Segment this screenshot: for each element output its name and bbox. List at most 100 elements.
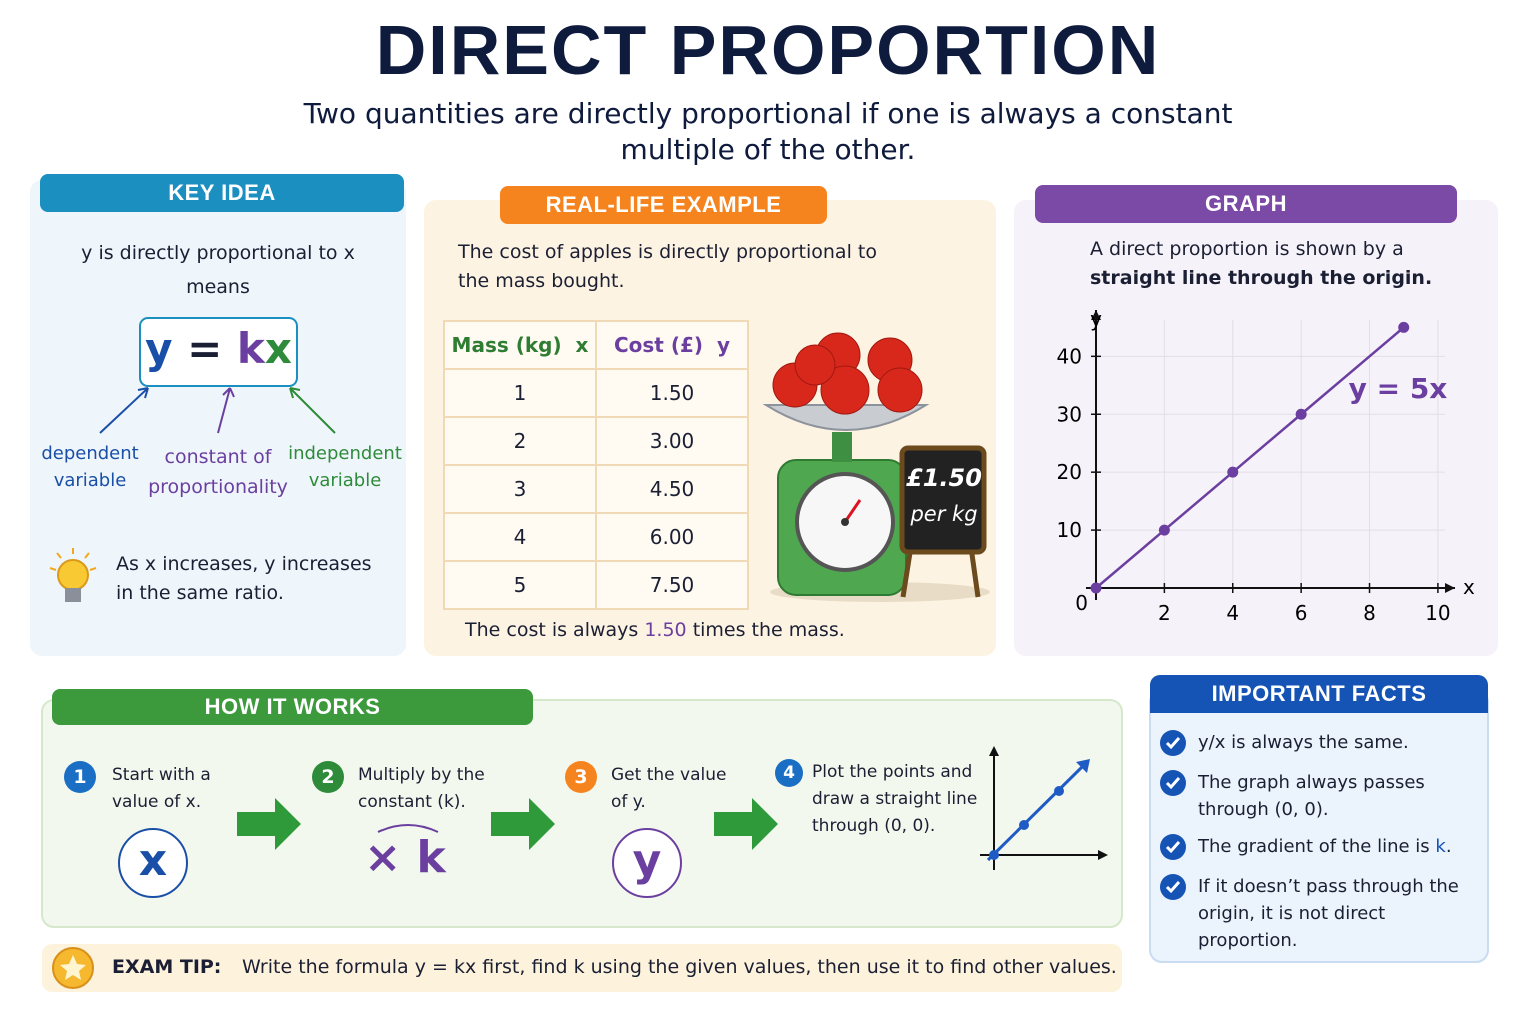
formula-eq: = (172, 324, 237, 373)
graph-heading: GRAPH (1035, 185, 1457, 223)
text: y/x is always the same. (1198, 732, 1409, 753)
cell: 3 (443, 464, 597, 514)
check-mark (1165, 881, 1181, 894)
highlight: k (1435, 836, 1446, 857)
cell: 6.00 (595, 512, 749, 562)
cell: 7.50 (595, 560, 749, 610)
step-number: 2 (312, 761, 344, 793)
bulb-icon (49, 548, 97, 602)
star-icon (52, 947, 94, 989)
exam-tip-label: EXAM TIP: (112, 956, 222, 978)
key-idea-panel (30, 180, 406, 656)
column-header: Cost (£) y (595, 320, 749, 370)
step-number: 4 (775, 759, 803, 787)
y-tick-label: 40 (1057, 344, 1082, 368)
line-label: y = 5x (1349, 372, 1448, 405)
text: If it doesn’t pass through the origin, i… (1198, 876, 1459, 951)
point (1295, 408, 1307, 420)
key-idea-intro: y is directly proportional to x means (81, 242, 355, 298)
table: Mass (kg) x Cost (£) y 1 1.50 2 3.00 3 4.50 … (443, 320, 749, 610)
x-tick-label: 8 (1363, 601, 1376, 625)
check-icon (1160, 770, 1186, 796)
graph-text: straight line through the origin. (1090, 267, 1433, 289)
label-independent: independent variable (288, 443, 402, 491)
x-tick-label: 10 (1425, 601, 1450, 625)
mini-graph (980, 746, 1108, 870)
cell: 2 (443, 416, 597, 466)
text: times the mass. (686, 619, 845, 641)
check-mark (1165, 841, 1181, 854)
check-icon (1160, 834, 1186, 860)
y-tick-label: 10 (1057, 518, 1082, 542)
exam-tip-text: Write the formula y = kx first, find k u… (242, 956, 1117, 978)
title: DIRECT PROPORTION (375, 11, 1161, 89)
formula: y = kx (140, 324, 297, 373)
key-idea-heading: KEY IDEA (40, 174, 404, 212)
text: The graph always passes through (0, 0). (1198, 772, 1425, 820)
cell: 1 (443, 368, 597, 418)
text: The cost is always (465, 619, 645, 641)
step-arrows (237, 798, 778, 850)
text: The gradient of the line is (1198, 836, 1436, 857)
step-symbol: x (118, 828, 188, 898)
formula-x: x (264, 324, 292, 373)
step-number: 1 (64, 761, 96, 793)
cell: 1.50 (595, 368, 749, 418)
how-heading: HOW IT WORKS (52, 689, 533, 725)
step-text: Start with a value of x. (112, 765, 211, 812)
scale-illustration (762, 332, 990, 602)
graph: 2 4 6 8 10 10 20 30 40 x y 0 y = 5x (1057, 307, 1475, 625)
formula-y: y (145, 324, 173, 373)
check-icon (1160, 730, 1186, 756)
cell: 5 (443, 560, 597, 610)
step-symbol: y (612, 828, 682, 898)
how-panel (41, 699, 1123, 928)
x-tick-label: 2 (1158, 601, 1171, 625)
graph-text: A direct proportion is shown by a (1090, 238, 1404, 260)
point (1158, 524, 1170, 536)
point (1398, 321, 1410, 333)
y-axis-arrow (1091, 310, 1101, 320)
facts-heading: IMPORTANT FACTS (1150, 675, 1488, 713)
cell: 4.50 (595, 464, 749, 514)
exam-tip-panel (42, 944, 1122, 992)
example-conclusion: The cost is always 1.50 times the mass. (465, 616, 845, 645)
x-tick-label: 6 (1295, 601, 1308, 625)
y-tick-label: 30 (1057, 402, 1082, 426)
origin-label: 0 (1075, 591, 1088, 615)
step-text: Get the value of y. (611, 765, 727, 812)
check-icon (1160, 874, 1186, 900)
sign-price: £1.50 (906, 464, 982, 492)
x-tick-label: 4 (1226, 601, 1239, 625)
fact: y/x is always the same. (1160, 729, 1480, 756)
example-text: The cost of apples is directly proportio… (458, 241, 877, 292)
step-text: Multiply by the constant (k). (358, 765, 485, 812)
key-idea-note: As x increases, y increases in the same … (116, 553, 372, 604)
formula-box (139, 317, 298, 387)
check-mark (1165, 777, 1181, 790)
sign-unit: per kg (910, 502, 978, 526)
highlight: 1.50 (644, 619, 687, 641)
x-axis-label: x (1463, 575, 1475, 599)
fact: The gradient of the line is k. (1160, 833, 1480, 860)
formula-k: k (236, 324, 265, 373)
check-mark (1165, 737, 1181, 750)
example-heading: REAL-LIFE EXAMPLE (500, 186, 827, 224)
column-header: Mass (kg) x (443, 320, 597, 370)
fact: If it doesn’t pass through the origin, i… (1160, 873, 1480, 954)
y-tick-label: 20 (1057, 460, 1082, 484)
label-constant: constant of proportionality (148, 446, 288, 498)
fact: The graph always passes through (0, 0). (1160, 769, 1480, 823)
step-symbol: × k (364, 832, 446, 883)
step-number: 3 (565, 761, 597, 793)
swoosh (377, 824, 439, 833)
pointer-arrows (99, 387, 336, 434)
step-text: Plot the points and draw a straight line… (812, 762, 978, 836)
text: . (1445, 836, 1452, 857)
point (1090, 582, 1102, 594)
y-axis-label: y (1090, 307, 1102, 331)
cell: 3.00 (595, 416, 749, 466)
graph-panel (1014, 200, 1498, 656)
